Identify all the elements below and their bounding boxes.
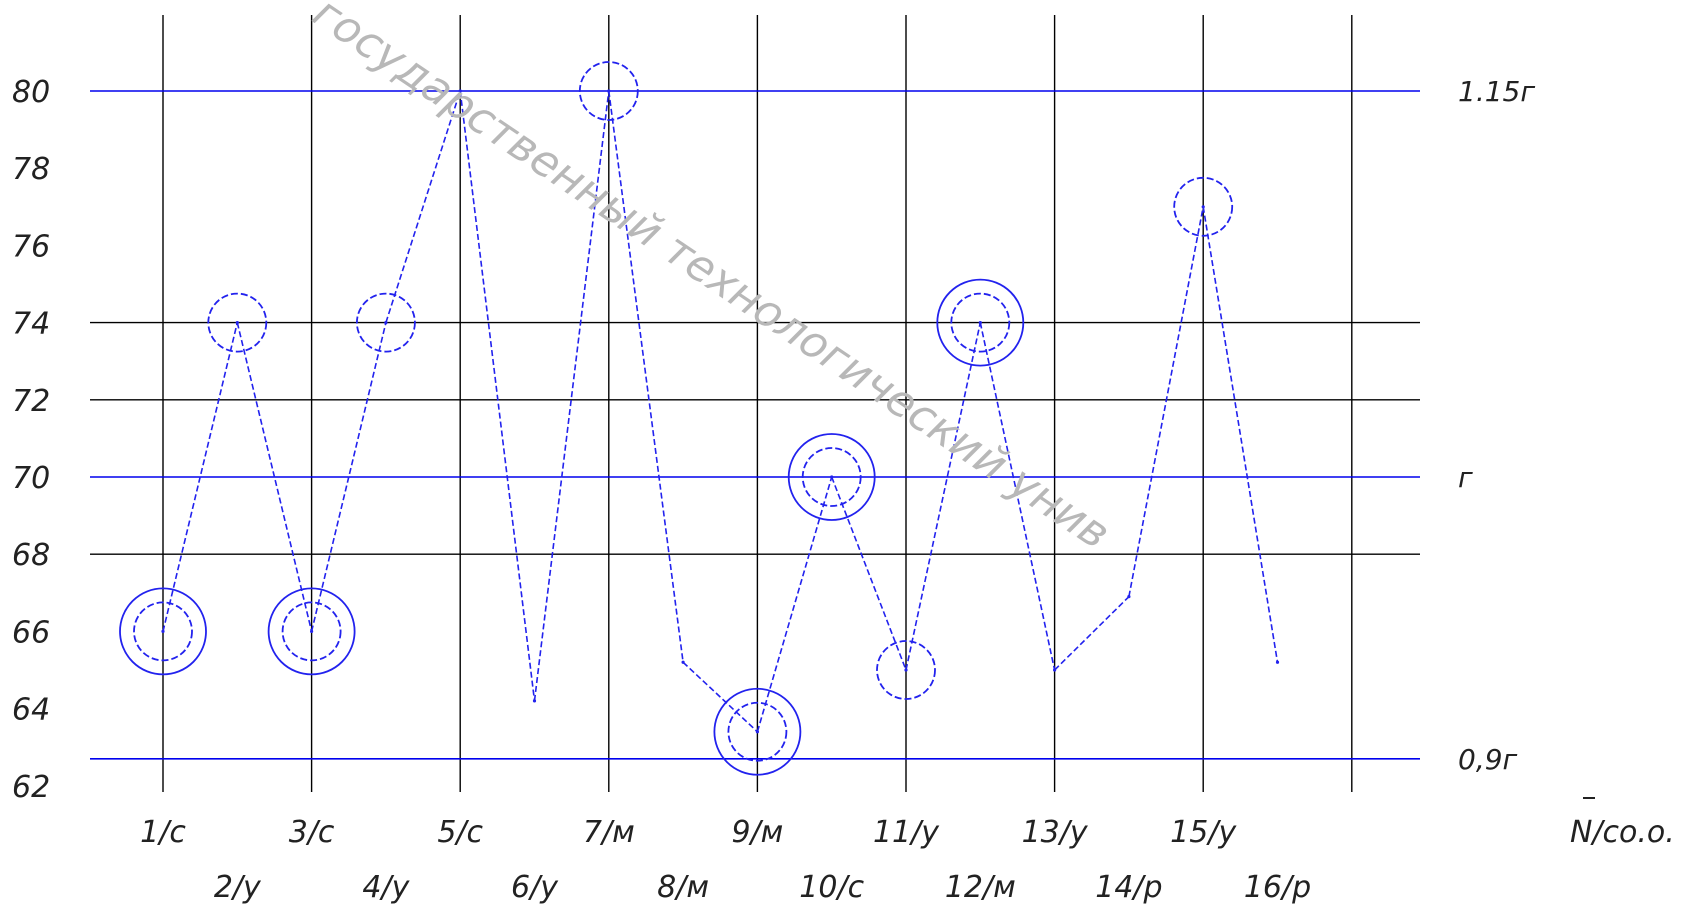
category-label-14: 14/р [1095,870,1162,905]
y-tick-74: 74 [12,307,50,342]
category-label-6: 6/у [511,870,559,905]
category-label-7: 7/м [583,815,635,850]
marker-ring-outer-1 [133,601,193,662]
category-label-4: 4/у [362,870,410,905]
category-label-2: 2/у [214,870,262,905]
marker-ring-outer-7 [801,447,862,507]
category-label-3: 3/с [289,815,335,850]
marker-ring-outer2-7 [787,433,876,521]
series-segment-11 [905,322,982,671]
data-point-15 [1201,205,1205,209]
data-point-10 [830,475,834,479]
series-segment-8 [682,661,758,733]
series-segment-14 [1128,206,1204,597]
data-point-7 [607,89,611,93]
series-segment-1 [162,322,239,632]
y-tick-70: 70 [12,461,50,496]
category-label-16: 16/р [1244,870,1311,905]
marker-ring-outer2-6 [713,687,802,776]
series-segment-13 [1054,596,1130,671]
marker-ring-outer-6 [727,701,788,762]
series-segment-2 [236,322,313,632]
category-label-10: 10/с [799,870,864,905]
category-label-5: 5/с [437,815,483,850]
series-segment-7 [608,90,684,663]
series-segment-6 [533,90,610,701]
category-label-15: 15/у [1170,815,1237,850]
data-point-8 [681,660,685,664]
series-segment-10 [830,476,907,671]
series-segment-9 [756,476,833,732]
marker-ring-outer2-9 [936,278,1025,367]
y-tick-80: 80 [12,75,50,110]
series-segment-3 [310,322,387,632]
y-tick-64: 64 [12,693,50,728]
vertical-gridlines [162,15,1353,792]
x-axis-category-labels: 1/с2/у3/с4/у5/с6/у7/м8/м9/м10/с11/у12/м1… [140,815,1311,905]
data-point-1 [161,629,165,634]
marker-ring-outer-4 [355,292,416,353]
category-label-1: 1/с [140,815,186,850]
data-point-6 [532,699,537,703]
reference-lines: 1.15г г 0,9г [90,75,1535,776]
marker-ring-outer-3 [281,601,342,662]
reference-label-0: 1.15г [1458,75,1535,108]
reference-label-1: г [1458,461,1473,494]
data-point-3 [310,629,314,634]
series-segment-5 [459,90,536,701]
plot-grid [90,15,1420,792]
category-label-8: 8/м [657,870,709,905]
watermark-text: государственный технологический унив [304,0,1119,560]
marker-ring-outer2-3 [267,587,356,676]
category-label-11: 11/у [873,815,940,850]
series-segment-15 [1202,206,1279,663]
data-point-13 [1053,668,1057,672]
marker-ring-outer-5 [578,61,639,121]
x-axis-end-label: N/со.о. [1570,815,1675,850]
y-tick-72: 72 [12,384,50,419]
data-point-5 [458,89,462,93]
y-axis-tick-labels: 80 78 76 74 72 70 68 66 64 62 [12,75,50,805]
category-label-13: 13/у [1022,815,1089,850]
data-point-4 [384,321,388,325]
data-point-11 [904,668,908,672]
y-tick-62: 62 [12,770,50,805]
data-point-16 [1275,660,1280,664]
marker-ring-outer-2 [207,292,268,353]
marker-ring-outer-10 [1173,176,1234,237]
y-tick-78: 78 [12,152,50,187]
data-point-12 [978,321,982,325]
series-segment-12 [979,322,1056,671]
data-point-2 [235,321,239,325]
horizontal-gridlines [90,321,1420,555]
y-tick-76: 76 [12,229,50,264]
category-label-12: 12/м [945,870,1016,905]
marker-ring-outer-8 [876,640,936,700]
category-label-9: 9/м [731,815,783,850]
y-tick-66: 66 [12,615,50,650]
data-point-9 [755,730,760,734]
data-series [161,89,1280,734]
reference-label-2: 0,9г [1458,743,1518,776]
data-markers [119,61,1234,776]
data-point-14 [1127,595,1131,599]
series-segment-4 [385,90,461,323]
y-tick-68: 68 [12,538,50,573]
marker-ring-outer-9 [950,292,1011,353]
marker-ring-outer2-1 [119,587,207,676]
